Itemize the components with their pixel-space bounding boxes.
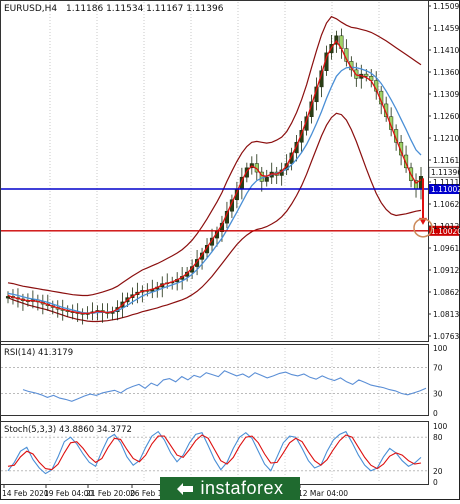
price-tick-label: 1.14595 <box>433 24 460 33</box>
rsi-label: RSI(14) 41.3179 <box>4 348 73 358</box>
ohlc-label: 1.11186 1.11534 1.11167 1.11396 <box>66 4 224 14</box>
stoch-tick-label: 80 <box>433 433 443 442</box>
candle-body <box>265 177 269 181</box>
time-tick-label: 21 Feb 20:00 <box>86 489 135 498</box>
stoch-tick-label: 20 <box>433 467 443 476</box>
price-tick-label: 1.07635 <box>433 332 460 341</box>
price-tick-label: 1.11610 <box>433 156 460 165</box>
main-plot-area <box>1 1 429 342</box>
price-tick-label: 1.09120 <box>433 266 460 275</box>
current-price-label: 1.11396 <box>431 168 460 177</box>
price-tick-label: 1.08625 <box>433 288 460 297</box>
stoch-label: Stoch(5,3,3) 43.8860 34.3772 <box>4 425 132 435</box>
price-tick-label: 1.08130 <box>433 310 460 319</box>
symbol-label: EURUSD,H4 <box>4 4 57 14</box>
rsi-tick-label: 0 <box>433 409 438 418</box>
price-tick-label: 1.15090 <box>433 2 460 11</box>
rsi-tick-label: 30 <box>433 390 443 399</box>
time-tick-label: 14 Feb 2020 <box>2 489 49 498</box>
stoch-tick-label: 0 <box>433 478 438 487</box>
price-tick-label: 1.10125 <box>433 222 460 231</box>
watermark-text: instaforex <box>200 478 283 499</box>
price-tick-label: 1.14100 <box>433 46 460 55</box>
brand-logo-icon <box>176 482 194 496</box>
rsi-panel: RSI(14) 41.3179 100 70 30 0 <box>1 344 448 418</box>
rsi-tick-label: 100 <box>433 344 448 353</box>
price-tick-label: 1.13605 <box>433 68 460 77</box>
rsi-tick-label: 70 <box>433 364 443 373</box>
watermark-banner: instaforex <box>160 477 300 500</box>
candle-body <box>364 74 368 76</box>
price-tick-label: 1.12105 <box>433 134 460 143</box>
price-tick-label: 1.13095 <box>433 90 460 99</box>
price-tick-label: 1.09615 <box>433 244 460 253</box>
time-tick-label: 12 Mar 04:00 <box>298 489 348 498</box>
price-tick-label: 1.11115 <box>433 178 460 187</box>
candle-body <box>6 296 10 298</box>
stoch-tick-label: 100 <box>433 422 448 431</box>
price-tick-label: 1.10620 <box>433 200 460 209</box>
price-tick-label: 1.12600 <box>433 112 460 121</box>
